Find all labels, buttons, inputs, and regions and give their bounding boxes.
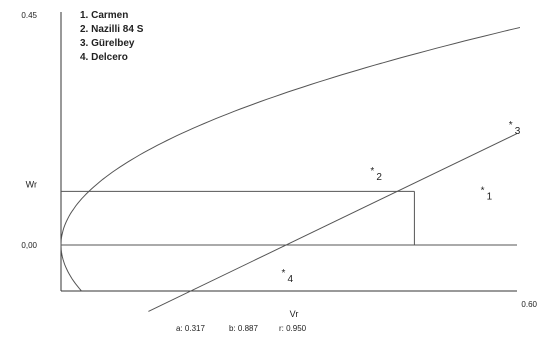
- legend-entry: 2. Nazilli 84 S: [80, 24, 144, 35]
- regression-line: [148, 133, 518, 312]
- tick-labels: 0,00 0.45 0.60: [21, 11, 537, 309]
- legend-entry: 3. Gürelbey: [80, 38, 135, 49]
- data-point-1: *1: [481, 185, 493, 202]
- point-label: 2: [376, 172, 382, 183]
- annotation-r: r: 0.950: [279, 324, 307, 333]
- annotation-a: a: 0.317: [176, 324, 205, 333]
- point-label: 3: [515, 126, 521, 137]
- legend-entry: 4. Delcero: [80, 52, 128, 63]
- point-marker: *: [370, 166, 374, 177]
- data-points: *1*2*3*4: [281, 120, 520, 285]
- y-tick-label: 0.45: [21, 11, 37, 20]
- data-point-4: *4: [281, 268, 293, 285]
- point-marker: *: [509, 120, 513, 131]
- vr-axis-label: Vr: [290, 309, 299, 319]
- legend: 1. Carmen 2. Nazilli 84 S 3. Gürelbey 4. De…: [80, 10, 144, 63]
- point-label: 4: [287, 274, 293, 285]
- data-point-2: *2: [370, 166, 382, 183]
- parabola-curve: [60, 26, 520, 292]
- data-point-3: *3: [509, 120, 521, 137]
- point-label: 1: [487, 191, 493, 202]
- legend-entry: 1. Carmen: [80, 10, 128, 21]
- x-tick-label: 0.60: [521, 300, 537, 309]
- y-tick-label: 0,00: [21, 241, 37, 250]
- annotation-b: b: 0.887: [229, 324, 258, 333]
- wr-axis-label: Wr: [26, 179, 37, 189]
- point-marker: *: [281, 268, 285, 279]
- point-marker: *: [481, 185, 485, 196]
